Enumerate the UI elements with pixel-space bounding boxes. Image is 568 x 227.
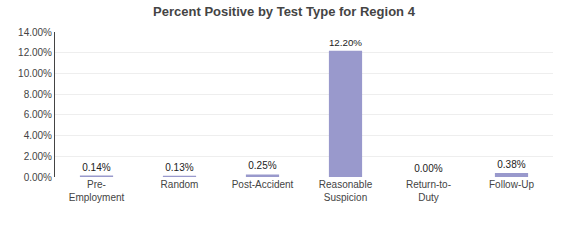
svg-text:Random: Random — [161, 179, 199, 190]
svg-text:14.00%: 14.00% — [18, 27, 52, 38]
svg-text:ReasonableSuspicion: ReasonableSuspicion — [319, 179, 373, 203]
svg-text:0.00%: 0.00% — [414, 163, 442, 174]
svg-text:6.00%: 6.00% — [24, 109, 52, 120]
svg-text:4.00%: 4.00% — [24, 130, 52, 141]
svg-text:0.38%: 0.38% — [497, 159, 525, 170]
svg-text:Follow-Up: Follow-Up — [489, 179, 534, 190]
svg-text:0.25%: 0.25% — [248, 160, 276, 171]
svg-text:10.00%: 10.00% — [18, 68, 52, 79]
svg-text:Percent Positive by Test Type: Percent Positive by Test Type for Region… — [153, 4, 416, 19]
svg-text:8.00%: 8.00% — [24, 89, 52, 100]
svg-text:Pre-Employment: Pre-Employment — [69, 179, 125, 203]
svg-text:2.00%: 2.00% — [24, 151, 52, 162]
svg-text:0.13%: 0.13% — [165, 162, 193, 173]
svg-text:0.00%: 0.00% — [24, 172, 52, 183]
svg-text:12.20%: 12.20% — [329, 37, 362, 48]
svg-text:12.00%: 12.00% — [18, 47, 52, 58]
svg-text:Post-Accident: Post-Accident — [232, 179, 294, 190]
svg-text:Return-to-Duty: Return-to-Duty — [406, 179, 451, 203]
svg-text:0.14%: 0.14% — [82, 162, 110, 173]
